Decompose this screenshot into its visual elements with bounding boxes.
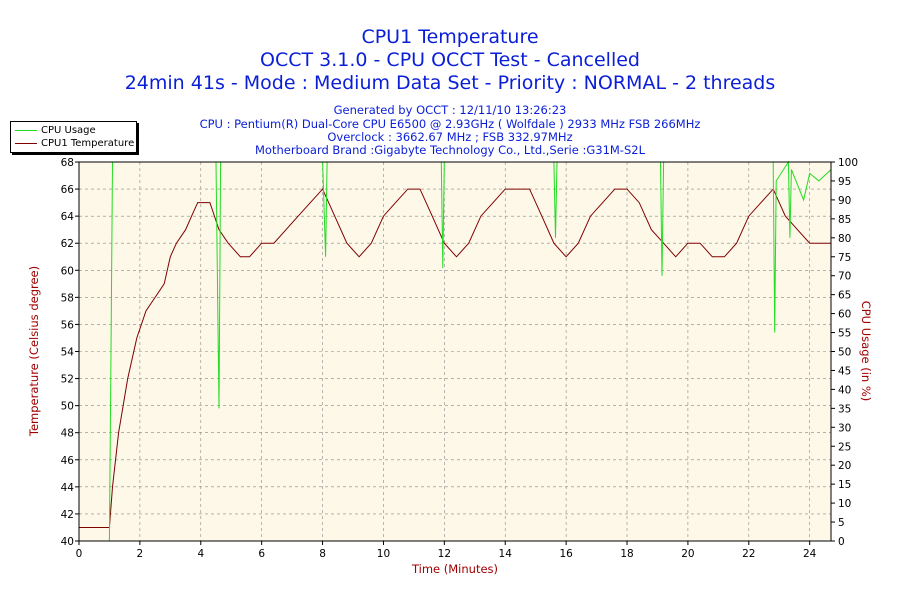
tick-label-right: 15 [838, 479, 851, 491]
tick-label-left: 66 [61, 184, 75, 196]
legend-item-cpu-usage: CPU Usage [15, 124, 96, 137]
tick-label-left: 52 [61, 374, 74, 386]
tick-label-right: 80 [838, 233, 851, 245]
tick-label-left: 60 [61, 265, 74, 277]
tick-label-left: 48 [61, 428, 74, 440]
info-cpu: CPU : Pentium(R) Dual-Core CPU E6500 @ 2… [199, 117, 701, 131]
tick-label-right: 65 [838, 290, 851, 302]
tick-label-x: 20 [681, 548, 694, 560]
tick-label-x: 14 [499, 548, 513, 560]
tick-label-left: 62 [61, 238, 74, 250]
grid-lines [79, 162, 831, 541]
tick-label-right: 5 [838, 517, 845, 529]
tick-label-right: 75 [838, 252, 851, 264]
tick-label-right: 100 [838, 157, 858, 169]
tick-label-left: 56 [61, 319, 75, 331]
y-left-ticks: 40 42 44 46 48 50 52 54 56 58 60 62 64 66 68 [61, 157, 79, 548]
tick-label-x: 0 [76, 548, 83, 560]
legend-label-temp: CPU1 Temperature [41, 138, 135, 149]
tick-label-x: 24 [803, 548, 817, 560]
tick-label-right: 45 [838, 365, 851, 377]
legend-swatch-temp [15, 143, 37, 144]
tick-label-right: 25 [838, 441, 851, 453]
y-left-axis-label: Temperature (Celsius degree) [27, 266, 41, 437]
tick-label-left: 64 [61, 211, 75, 223]
tick-label-right: 60 [838, 309, 851, 321]
tick-label-left: 68 [61, 157, 74, 169]
legend-swatch-usage [15, 130, 37, 131]
tick-label-left: 54 [61, 347, 75, 359]
tick-label-x: 16 [559, 548, 573, 560]
legend-item-cpu-temp: CPU1 Temperature [15, 137, 134, 150]
tick-label-x: 8 [319, 548, 326, 560]
x-ticks: 0 2 4 6 8 10 12 14 16 18 20 22 24 [76, 541, 817, 560]
tick-label-right: 40 [838, 384, 851, 396]
chart-subtitle-mode: 24min 41s - Mode : Medium Data Set - Pri… [124, 72, 776, 94]
tick-label-x: 18 [620, 548, 633, 560]
tick-label-x: 6 [258, 548, 265, 560]
info-overclock: Overclock : 3662.67 MHz ; FSB 332.97MHz [327, 130, 573, 144]
y-right-ticks: 0 5 10 15 20 25 30 35 40 45 50 55 60 65 70 75 80 85 90 95 10… [831, 157, 858, 548]
tick-label-right: 35 [838, 403, 851, 415]
legend-label-usage: CPU Usage [41, 125, 96, 136]
tick-label-right: 95 [838, 176, 851, 188]
tick-label-left: 42 [61, 509, 74, 521]
tick-label-right: 70 [838, 271, 851, 283]
plot-area [79, 162, 831, 541]
tick-label-right: 30 [838, 422, 851, 434]
tick-label-x: 4 [197, 548, 204, 560]
tick-label-right: 10 [838, 498, 851, 510]
y-right-axis-label: CPU Usage (in %) [859, 301, 873, 402]
tick-label-right: 0 [838, 536, 845, 548]
tick-label-left: 40 [61, 536, 74, 548]
x-axis-label: Time (Minutes) [411, 562, 498, 576]
tick-label-right: 50 [838, 347, 851, 359]
tick-label-x: 12 [438, 548, 451, 560]
series-line-temperature [79, 188, 831, 528]
tick-label-x: 2 [137, 548, 144, 560]
info-motherboard: Motherboard Brand :Gigabyte Technology C… [255, 143, 645, 157]
tick-label-right: 90 [838, 195, 851, 207]
info-generated: Generated by OCCT : 12/11/10 13:26:23 [333, 103, 567, 117]
tick-label-right: 55 [838, 328, 851, 340]
legend: CPU Usage CPU1 Temperature [10, 121, 137, 153]
plot-border [78, 161, 832, 542]
tick-label-x: 10 [377, 548, 390, 560]
tick-label-left: 44 [61, 482, 75, 494]
tick-label-right: 20 [838, 460, 851, 472]
tick-label-left: 46 [61, 455, 75, 467]
tick-label-left: 58 [61, 292, 74, 304]
tick-label-right: 85 [838, 214, 851, 226]
chart-subtitle-test: OCCT 3.1.0 - CPU OCCT Test - Cancelled [260, 49, 640, 71]
tick-label-left: 50 [61, 401, 74, 413]
chart-title: CPU1 Temperature [361, 26, 539, 48]
tick-label-x: 22 [742, 548, 755, 560]
